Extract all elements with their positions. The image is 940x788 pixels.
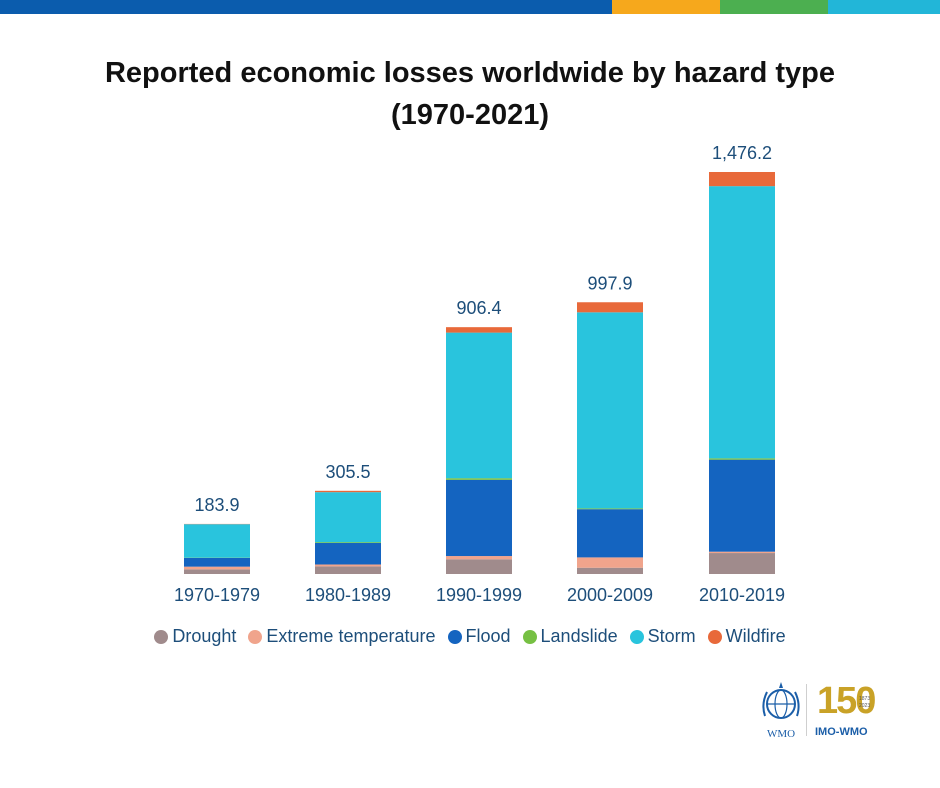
legend-item-flood: Flood (447, 626, 511, 647)
legend-label-drought: Drought (172, 626, 237, 646)
top-bar-blue (0, 0, 612, 14)
chart-title: Reported economic losses worldwide by ha… (0, 52, 940, 136)
bar-1980-1989-extreme-temperature (315, 564, 381, 567)
anniversary-150-logo: 150 (817, 680, 876, 722)
bar-2000-2009-extreme-temperature (577, 557, 643, 568)
bar-2010-2019-wildfire (709, 172, 775, 187)
x-tick-label-1980-1989: 1980-1989 (305, 585, 391, 605)
total-label-2000-2009: 997.9 (587, 273, 632, 293)
bar-2010-2019-landslide (709, 458, 775, 460)
x-tick-label-2010-2019: 2010-2019 (699, 585, 785, 605)
bar-2000-2009-flood (577, 509, 643, 558)
top-bar-orange (612, 0, 720, 14)
bar-1970-1979-storm (184, 524, 250, 558)
top-color-bar (0, 0, 940, 14)
bar-1990-1999-wildfire (446, 327, 512, 333)
legend-item-drought: Drought (154, 626, 236, 647)
legend-label-landslide: Landslide (540, 626, 618, 646)
legend-swatch-extreme-temperature (248, 629, 263, 644)
top-bar-green (720, 0, 828, 14)
bar-2000-2009-wildfire (577, 302, 643, 313)
bar-1970-1979-extreme-temperature (184, 566, 250, 570)
legend-label-wildfire: Wildfire (725, 626, 786, 646)
legend-label-storm: Storm (647, 626, 696, 646)
bar-2010-2019-storm (709, 186, 775, 459)
wmo-emblem-icon (762, 682, 800, 719)
bar-1990-1999-landslide (446, 478, 512, 480)
anniversary-years: 1873 2023 (859, 696, 870, 710)
x-tick-label-2000-2009: 2000-2009 (567, 585, 653, 605)
legend-swatch-storm (629, 629, 644, 644)
bar-1980-1989-flood (315, 543, 381, 565)
total-label-2010-2019: 1,476.2 (712, 143, 772, 163)
logo-area: WMO 150 1873 2023 IMO-WMO (755, 680, 885, 744)
chart-legend: Drought Extreme temperature Flood Landslide… (0, 626, 940, 647)
total-label-1980-1989: 305.5 (325, 462, 370, 482)
anniversary-year-start: 1873 (859, 696, 871, 702)
top-bar-cyan (828, 0, 940, 14)
bar-1980-1989-wildfire (315, 490, 381, 493)
bar-1980-1989-landslide (315, 542, 381, 544)
legend-swatch-drought (154, 629, 169, 644)
bar-2000-2009-landslide (577, 508, 643, 510)
legend-swatch-landslide (522, 629, 537, 644)
x-tick-label-1970-1979: 1970-1979 (174, 585, 260, 605)
legend-item-wildfire: Wildfire (707, 626, 786, 647)
chart-title-line-1: Reported economic losses worldwide by ha… (104, 57, 835, 89)
wmo-logo-text: WMO (766, 728, 796, 740)
legend-label-extreme-temperature: Extreme temperature (266, 626, 436, 646)
logo-divider (806, 684, 807, 736)
bar-1990-1999-flood (446, 479, 512, 557)
bar-1970-1979-flood (184, 557, 250, 567)
x-tick-label-1990-1999: 1990-1999 (436, 585, 522, 605)
legend-item-landslide: Landslide (522, 626, 618, 647)
bar-1970-1979-drought (184, 569, 250, 574)
legend-item-extreme-temperature: Extreme temperature (248, 626, 436, 647)
stacked-bar-chart: 183.9 1970-1979 305.5 1980-1989 906.4 1990-19… (174, 143, 785, 605)
bar-1980-1989-drought (315, 566, 381, 574)
bar-2000-2009-storm (577, 312, 643, 509)
legend-swatch-flood (447, 629, 462, 644)
total-label-1990-1999: 906.4 (456, 298, 501, 318)
imo-wmo-logo-text: IMO-WMO (815, 726, 868, 738)
bar-2000-2009-drought (577, 567, 643, 574)
legend-item-storm: Storm (629, 626, 696, 647)
bar-2010-2019-drought (709, 553, 775, 574)
bar-2010-2019-flood (709, 459, 775, 552)
legend-swatch-wildfire (707, 629, 722, 644)
anniversary-year-end: 2023 (859, 703, 871, 709)
bar-1990-1999-extreme-temperature (446, 556, 512, 560)
bar-2010-2019-extreme-temperature (709, 551, 775, 554)
legend-label-flood: Flood (465, 626, 511, 646)
bar-1990-1999-storm (446, 332, 512, 479)
bar-1990-1999-drought (446, 559, 512, 574)
bar-1980-1989-storm (315, 492, 381, 543)
chart-title-line-2: (1970-2021) (391, 99, 549, 131)
total-label-1970-1979: 183.9 (194, 495, 239, 515)
